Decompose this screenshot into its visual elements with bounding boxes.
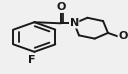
Text: F: F (28, 55, 36, 65)
Text: O: O (56, 2, 66, 12)
Text: O: O (118, 31, 128, 41)
Text: N: N (70, 18, 79, 28)
